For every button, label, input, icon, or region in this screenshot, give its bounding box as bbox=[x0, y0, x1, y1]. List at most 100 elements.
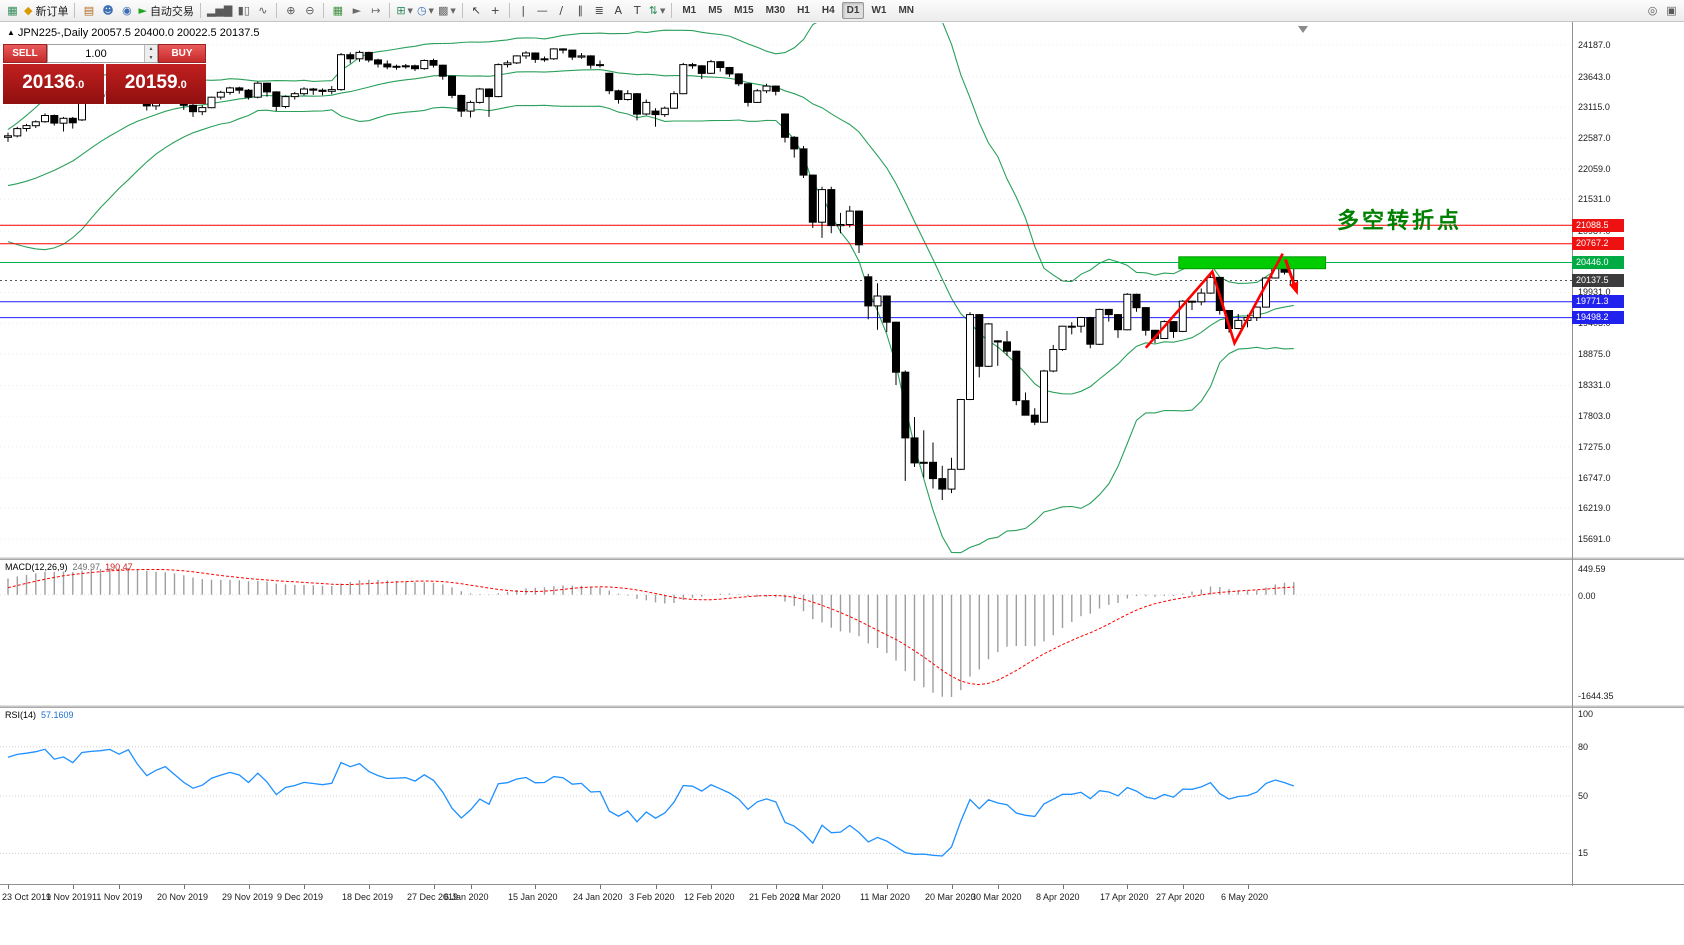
one-click-trading-panel: SELL ▲ ▼ BUY 20136.0 20159.0 bbox=[3, 44, 206, 104]
volume-input[interactable] bbox=[48, 45, 144, 62]
price-tag: 19498.2 bbox=[1572, 311, 1624, 324]
price-label: 16747.0 bbox=[1578, 473, 1611, 483]
templates-icon[interactable]: ▩ ▼ bbox=[436, 1, 458, 20]
timeframe-mn[interactable]: MN bbox=[893, 2, 919, 19]
time-axis[interactable]: 23 Oct 2019 1 Nov 2019 11 Nov 2019 20 Nov 2… bbox=[0, 884, 1684, 908]
timeframe-w1[interactable]: W1 bbox=[866, 2, 891, 19]
tile-windows-icon[interactable]: ▦ bbox=[328, 1, 347, 20]
price-label: 17803.0 bbox=[1578, 411, 1611, 421]
timeframe-h1[interactable]: H1 bbox=[792, 2, 815, 19]
chart-shift-icon[interactable]: ↦ bbox=[366, 1, 385, 20]
rsi-panel[interactable] bbox=[0, 708, 1572, 884]
arrows-icon[interactable]: ⇅ ▼ bbox=[647, 1, 668, 20]
text-label-icon[interactable]: T bbox=[628, 1, 647, 20]
chart-annotation-text[interactable]: 多空转折点 bbox=[1337, 209, 1463, 234]
chart-window-icon[interactable]: ▤ bbox=[79, 1, 98, 20]
price-tag: 20767.2 bbox=[1572, 237, 1624, 250]
zoom-out-icon: ⊖ bbox=[305, 4, 315, 17]
channel-icon[interactable]: ∥ bbox=[571, 1, 590, 20]
sell-price-frac: .0 bbox=[75, 79, 85, 91]
indicators-icon[interactable]: ⊞ ▼ bbox=[394, 1, 415, 20]
sell-price[interactable]: 20136.0 bbox=[3, 64, 104, 104]
price-chart[interactable] bbox=[0, 23, 1572, 557]
new-chart-icon[interactable]: ▦ bbox=[3, 1, 22, 20]
market-search-icon: ◎ bbox=[1647, 4, 1658, 17]
date-label: 29 Nov 2019 bbox=[222, 892, 274, 902]
fibonacci-icon[interactable]: ≣ bbox=[590, 1, 609, 20]
time-tick bbox=[952, 885, 953, 889]
rsi-scale-label: 50 bbox=[1578, 791, 1589, 801]
bar-chart-icon[interactable]: ▂▅▇ bbox=[205, 1, 234, 20]
rsi-indicator-label: RSI(14) 57.1609 bbox=[5, 710, 74, 720]
timeframe-h4[interactable]: H4 bbox=[817, 2, 840, 19]
candlestick-chart-icon[interactable]: ▮▯ bbox=[234, 1, 253, 20]
line-chart-icon[interactable]: ∿ bbox=[253, 1, 272, 20]
date-label: 27 Apr 2020 bbox=[1156, 892, 1205, 902]
buy-button[interactable]: BUY bbox=[158, 44, 206, 63]
auto-trading-button[interactable]: ► 自动交易 bbox=[136, 1, 195, 20]
text-icon[interactable]: A bbox=[609, 1, 628, 20]
line-chart-icon: ∿ bbox=[258, 4, 268, 17]
chart-list-icon[interactable]: ▣ bbox=[1662, 1, 1681, 20]
crosshair-icon: + bbox=[490, 4, 500, 17]
auto-scroll-icon: ► bbox=[352, 4, 362, 17]
rsi-splitter[interactable] bbox=[0, 705, 1684, 708]
macd-scale-label: 0.00 bbox=[1578, 591, 1596, 601]
timeframe-m30[interactable]: M30 bbox=[761, 2, 790, 19]
time-tick bbox=[822, 885, 823, 889]
crosshair-icon[interactable]: + bbox=[486, 1, 505, 20]
time-tick bbox=[535, 885, 536, 889]
vertical-line-icon[interactable]: | bbox=[514, 1, 533, 20]
horizontal-line-icon: — bbox=[536, 4, 548, 17]
new-order-button: ◆ bbox=[24, 4, 33, 17]
chevron-down-icon: ▼ bbox=[659, 6, 666, 15]
macd-main-value: 249.97 bbox=[72, 562, 101, 572]
timeframe-m1[interactable]: M1 bbox=[677, 2, 701, 19]
time-tick bbox=[119, 885, 120, 889]
date-label: 21 Feb 2020 bbox=[749, 892, 800, 902]
macd-splitter[interactable] bbox=[0, 557, 1684, 560]
zoom-out-icon[interactable]: ⊖ bbox=[300, 1, 319, 20]
macd-panel[interactable] bbox=[0, 560, 1572, 705]
buy-price-frac: .0 bbox=[177, 79, 187, 91]
new-order-button[interactable]: ◆ 新订单 bbox=[22, 1, 70, 20]
auto-scroll-icon[interactable]: ► bbox=[347, 1, 366, 20]
buy-price[interactable]: 20159.0 bbox=[105, 64, 206, 104]
trendline-icon[interactable]: ∕ bbox=[552, 1, 571, 20]
date-label: 17 Apr 2020 bbox=[1100, 892, 1149, 902]
periods-icon[interactable]: ◷ ▼ bbox=[415, 1, 436, 20]
navigator-icon[interactable]: ◉ bbox=[117, 1, 136, 20]
timeframe-m5[interactable]: M5 bbox=[703, 2, 727, 19]
cursor-icon[interactable]: ↖ bbox=[467, 1, 486, 20]
volume-spinner: ▲ ▼ bbox=[144, 45, 157, 62]
channel-icon: ∥ bbox=[577, 4, 583, 17]
rsi-scale-label: 100 bbox=[1578, 709, 1594, 719]
volume-up-button[interactable]: ▲ bbox=[145, 45, 157, 54]
templates-icon: ▩ bbox=[437, 4, 449, 17]
rsi-scale-label: 15 bbox=[1578, 848, 1589, 858]
time-tick bbox=[887, 885, 888, 889]
toolbar-separator bbox=[74, 3, 76, 18]
market-search-icon[interactable]: ◎ bbox=[1643, 1, 1662, 20]
chevron-down-icon: ▼ bbox=[428, 6, 434, 15]
zoom-in-icon[interactable]: ⊕ bbox=[281, 1, 300, 20]
price-scale[interactable]: 24187.0 23643.0 23115.0 22587.0 22059.0 21531… bbox=[1572, 0, 1684, 945]
chart-marker-icon: ▲ bbox=[7, 28, 15, 37]
tile-windows-icon: ▦ bbox=[332, 4, 344, 17]
timeframe-d1[interactable]: D1 bbox=[841, 2, 865, 19]
date-label: 11 Mar 2020 bbox=[860, 892, 910, 902]
price-label: 22587.0 bbox=[1578, 133, 1611, 143]
market-watch-icon[interactable]: ☻ bbox=[98, 1, 117, 20]
trendline-icon: ∕ bbox=[559, 4, 564, 17]
sell-button[interactable]: SELL bbox=[3, 44, 47, 63]
rsi-scale-label: 80 bbox=[1578, 742, 1589, 752]
price-tag: 20446.0 bbox=[1572, 256, 1624, 269]
market-watch-icon: ☻ bbox=[102, 4, 114, 17]
fibonacci-icon: ≣ bbox=[594, 4, 604, 17]
date-label: 1 Nov 2019 bbox=[46, 892, 93, 902]
horizontal-line-icon[interactable]: — bbox=[533, 1, 552, 20]
down-arrow-drawing bbox=[1283, 258, 1299, 296]
volume-down-button[interactable]: ▼ bbox=[145, 53, 157, 62]
volume-field: ▲ ▼ bbox=[47, 44, 158, 63]
timeframe-m15[interactable]: M15 bbox=[729, 2, 758, 19]
